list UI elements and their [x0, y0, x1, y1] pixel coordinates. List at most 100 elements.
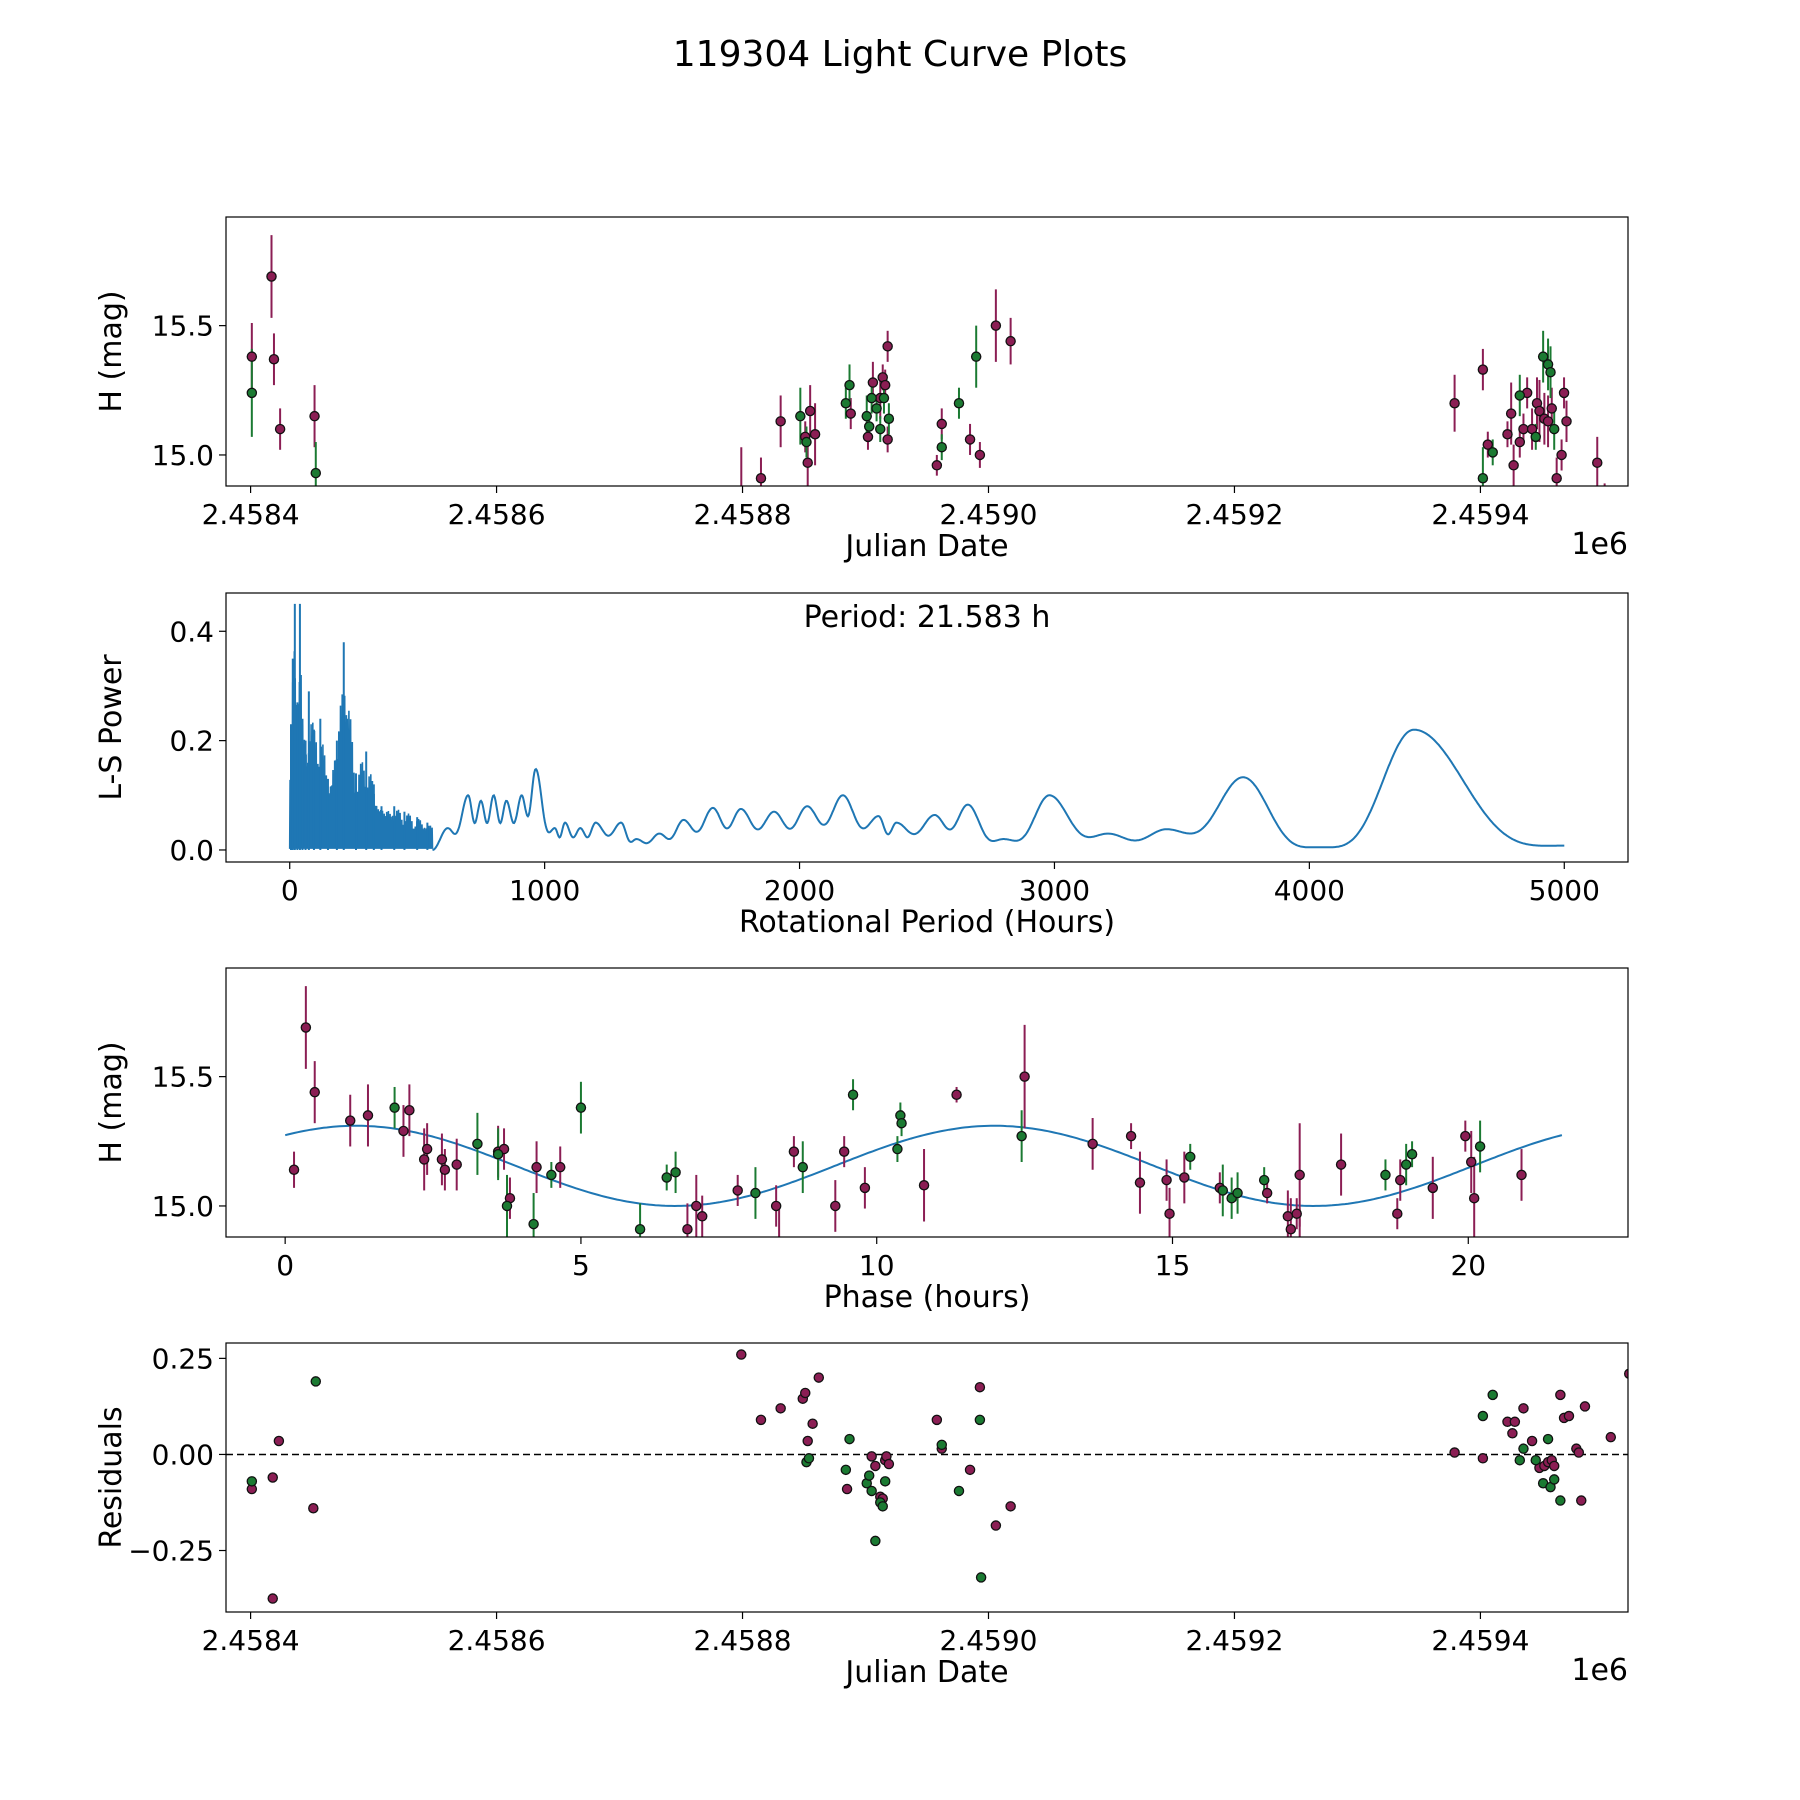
lightcurve-xtick-label: 2.4590: [939, 498, 1037, 531]
phased-point-band_b: [1474, 1141, 1486, 1152]
residuals-point-band_b: [1555, 1495, 1566, 1506]
periodogram-ylabel: L-S Power: [94, 654, 129, 801]
residuals-point-band_a: [1605, 1431, 1617, 1443]
lightcurve-point-band_a: [1592, 457, 1603, 468]
lightcurve-point-band_b: [1548, 423, 1560, 435]
phased-point-band_b: [847, 1089, 859, 1100]
residuals-point-band_b: [1518, 1443, 1529, 1454]
lightcurve-offset-label: 1e6: [1571, 527, 1628, 562]
lightcurve-point-band_b: [795, 410, 806, 422]
lightcurve-data-layer: [246, 235, 1606, 486]
phased-point-band_b: [750, 1187, 761, 1199]
residuals-point-band_a: [883, 1458, 895, 1470]
phased-point-band_b: [1184, 1151, 1196, 1163]
phased-point-band_b: [797, 1161, 809, 1173]
lightcurve-point-band_a: [1542, 416, 1554, 427]
phased-point-band_a: [1427, 1182, 1439, 1194]
lightcurve-point-band_a: [804, 405, 816, 417]
residuals-point-band_a: [1509, 1416, 1521, 1428]
phased-point-band_a: [1291, 1208, 1302, 1219]
lightcurve-point-band_a: [1477, 364, 1489, 375]
lightcurve-point-band_a: [931, 460, 943, 471]
lightcurve-point-band_b: [866, 392, 877, 404]
lightcurve-point-band_a: [802, 457, 813, 468]
lightcurve-point-band_a: [1502, 429, 1513, 440]
phased-data-layer: [284, 986, 1563, 1237]
phased-point-band_b: [575, 1102, 587, 1113]
residuals-point-band_b: [1548, 1474, 1560, 1485]
residuals-point-band_b: [974, 1414, 986, 1426]
residuals-point-band_b: [863, 1470, 875, 1481]
phased-point-band_a: [398, 1125, 409, 1137]
residuals-frame: [225, 1342, 1629, 1613]
residuals-point-band_b: [310, 1376, 322, 1387]
residuals-point-band_b: [803, 1453, 815, 1464]
lightcurve-point-band_b: [953, 397, 965, 409]
periodogram-data-layer: [288, 603, 1565, 851]
residuals-point-band_a: [802, 1435, 813, 1447]
lightcurve-point-band_b: [1537, 351, 1549, 362]
residuals-point-band_a: [1507, 1428, 1518, 1439]
lightcurve-xlabel: Julian Date: [843, 529, 1008, 564]
lightcurve-point-band_b: [1514, 390, 1526, 401]
lightcurve-ytick-label: 15.0: [152, 439, 214, 472]
residuals-point-band_a: [1555, 1389, 1566, 1401]
residuals-point-band_a: [267, 1472, 278, 1483]
residuals-point-band_b: [844, 1433, 855, 1445]
residuals-point-band_a: [273, 1435, 285, 1447]
residuals-point-band_a: [866, 1451, 877, 1462]
phased-point-band_b: [670, 1167, 681, 1178]
residuals-point-band_a: [755, 1414, 767, 1426]
lightcurve-point-band_a: [266, 271, 277, 282]
figure-title: 119304 Light Curve Plots: [673, 34, 1127, 75]
phased-point-band_b: [472, 1138, 483, 1150]
residuals-point-band_b: [1477, 1410, 1489, 1422]
residuals-point-band_a: [807, 1418, 818, 1429]
residuals-point-band_a: [841, 1483, 853, 1495]
phased-frame: [225, 967, 1629, 1238]
phased-point-band_a: [404, 1105, 415, 1116]
phased-point-band_a: [1261, 1187, 1273, 1199]
residuals-xtick-label: 2.4590: [939, 1624, 1037, 1657]
phased-point-band_a: [1468, 1192, 1480, 1204]
phased-axes: 0 5 10 15 20 15.0 15.5 Phase (hours) H (mag): [94, 967, 1629, 1315]
lightcurve-point-band_a: [867, 377, 879, 388]
phased-point-band_a: [1516, 1169, 1527, 1181]
residuals-ytick-label: 0.25: [152, 1342, 214, 1375]
lightcurve-point-band_a: [1558, 387, 1570, 399]
phased-point-band_a: [830, 1200, 841, 1212]
lightcurve-point-band_a: [755, 472, 767, 484]
residuals-point-band_a: [1526, 1435, 1538, 1447]
phased-point-band_a: [788, 1146, 800, 1157]
phased-point-band_a: [1285, 1223, 1297, 1235]
phased-point-band_a: [436, 1154, 448, 1165]
residuals-point-band_b: [246, 1476, 258, 1487]
phased-point-band_a: [344, 1115, 356, 1126]
lightcurve-point-band_b: [246, 387, 258, 399]
phased-ylabel: H (mag): [94, 1041, 129, 1163]
plot-area: 2.4584 2.4586 2.4588 2.4590 2.4592 2.4594 15.0…: [94, 216, 1629, 1690]
phased-ytick-label: 15.5: [152, 1061, 214, 1094]
periodogram-frame: [225, 592, 1629, 863]
phased-point-band_a: [918, 1180, 930, 1191]
phased-point-band_b: [1232, 1187, 1243, 1199]
residuals-point-band_b: [866, 1485, 877, 1497]
residuals-point-band_b: [877, 1501, 888, 1512]
residuals-point-band_a: [1449, 1447, 1460, 1458]
residuals-point-band_b: [936, 1439, 948, 1451]
lightcurve-point-band_a: [990, 320, 1002, 331]
lightcurve-point-band_a: [1514, 436, 1526, 448]
phased-point-band_b: [896, 1117, 907, 1129]
lightcurve-point-band_a: [1005, 335, 1016, 347]
phased-point-band_b: [1380, 1169, 1391, 1181]
lightcurve-point-band_a: [1556, 449, 1567, 461]
phased-point-band_a: [1134, 1177, 1146, 1188]
residuals-point-band_b: [870, 1535, 881, 1547]
periodogram-xlabel: Rotational Period (Hours): [739, 905, 1115, 940]
residuals-point-band_b: [879, 1476, 891, 1487]
residuals-xtick-label: 2.4586: [448, 1624, 546, 1657]
residuals-xtick-label: 2.4584: [202, 1624, 300, 1657]
residuals-point-band_a: [1477, 1453, 1489, 1464]
residuals-point-band_a: [1623, 1368, 1628, 1379]
